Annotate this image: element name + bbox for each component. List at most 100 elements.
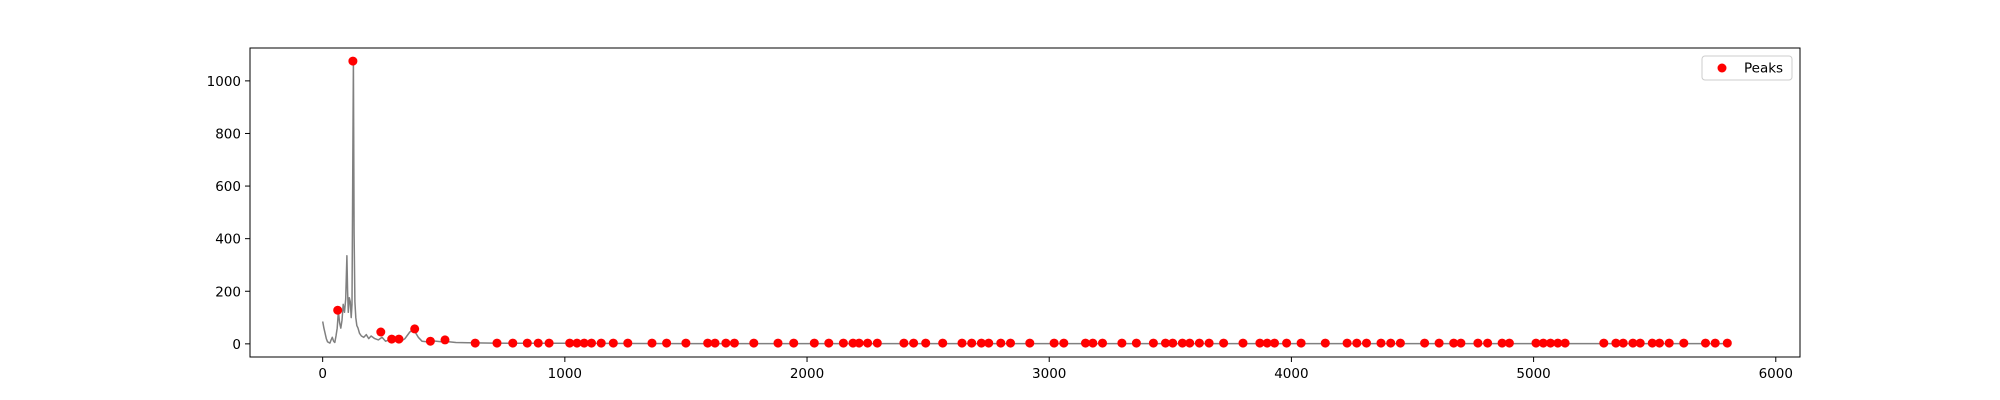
- x-tick-label: 5000: [1516, 366, 1550, 382]
- peak-point: [1611, 338, 1621, 348]
- peak-point: [387, 334, 397, 344]
- peak-point: [1352, 338, 1362, 348]
- peak-point: [749, 338, 759, 348]
- peak-point: [1185, 338, 1195, 348]
- y-tick-label: 0: [232, 337, 241, 353]
- peak-point: [854, 338, 864, 348]
- peak-point: [1628, 338, 1638, 348]
- peak-point: [909, 338, 919, 348]
- peak-point: [1262, 338, 1272, 348]
- axes-frame: [249, 47, 1801, 358]
- peak-point: [1386, 338, 1396, 348]
- peak-point: [824, 338, 834, 348]
- peak-point: [1219, 338, 1229, 348]
- peak-point: [1320, 338, 1330, 348]
- peak-point: [572, 338, 582, 348]
- peak-point: [348, 56, 358, 66]
- peak-point: [984, 338, 994, 348]
- x-tick-label: 0: [318, 366, 327, 382]
- peak-point: [1098, 338, 1107, 348]
- peak-point: [1434, 338, 1444, 348]
- peak-point: [425, 336, 435, 346]
- peak-point: [394, 334, 404, 344]
- peak-point: [1025, 338, 1035, 348]
- peak-point: [596, 338, 606, 348]
- peak-point: [1255, 338, 1265, 348]
- peak-point: [1679, 338, 1689, 348]
- peak-point: [1553, 338, 1563, 348]
- peak-point: [1088, 338, 1098, 348]
- peak-point: [957, 338, 967, 348]
- x-tick-label: 3000: [1032, 366, 1066, 382]
- peak-point: [1531, 338, 1541, 348]
- peak-point: [1395, 338, 1405, 348]
- peak-point: [729, 338, 739, 348]
- peak-point: [1538, 338, 1548, 348]
- y-axis: 0 200 400 600 800 1000: [207, 74, 250, 353]
- peak-point: [1117, 338, 1127, 348]
- peak-point: [470, 338, 480, 348]
- peak-point: [1546, 338, 1555, 348]
- x-axis: 0 1000 2000 3000 4000 5000 6000: [318, 357, 1793, 382]
- y-tick-label: 400: [215, 232, 241, 248]
- peak-point: [1635, 338, 1645, 348]
- peak-point: [1710, 338, 1720, 348]
- peak-point: [1131, 338, 1141, 348]
- peak-point: [1483, 338, 1493, 348]
- peak-point: [976, 338, 986, 348]
- peak-point: [938, 338, 948, 348]
- peak-point: [1161, 338, 1170, 348]
- peak-point: [1270, 338, 1279, 348]
- peak-point: [1168, 338, 1178, 348]
- peak-point: [1701, 338, 1710, 348]
- peak-point: [587, 338, 596, 348]
- peak-point: [1420, 338, 1430, 348]
- peak-point: [1049, 338, 1059, 348]
- peak-point: [921, 338, 931, 348]
- peak-point: [565, 338, 575, 348]
- peak-point: [809, 338, 819, 348]
- peak-point: [1342, 338, 1352, 348]
- legend-label-peaks: Peaks: [1744, 61, 1783, 77]
- x-tick-label: 2000: [790, 366, 824, 382]
- peak-point: [681, 338, 691, 348]
- peak-point: [1006, 338, 1015, 348]
- peak-point: [333, 305, 343, 315]
- peak-point: [1204, 338, 1214, 348]
- peak-point: [789, 338, 799, 348]
- y-tick-label: 600: [215, 179, 241, 195]
- peak-point: [703, 338, 713, 348]
- peak-point: [1722, 338, 1732, 348]
- peak-point: [1362, 338, 1371, 348]
- peak-point: [579, 338, 589, 348]
- peak-point: [1655, 338, 1664, 348]
- peak-point: [1376, 338, 1386, 348]
- peak-point: [410, 324, 420, 334]
- peak-point: [1296, 338, 1306, 348]
- x-tick-label: 1000: [548, 366, 582, 382]
- peak-point: [899, 338, 909, 348]
- signal-line: [321, 60, 1728, 345]
- peak-point: [1560, 338, 1570, 348]
- peak-point: [1059, 338, 1069, 348]
- x-tick-label: 4000: [1274, 366, 1308, 382]
- peak-point: [492, 338, 502, 348]
- peak-point: [647, 338, 657, 348]
- y-tick-label: 1000: [207, 74, 241, 90]
- peak-point: [1148, 338, 1158, 348]
- x-tick-label: 6000: [1759, 366, 1793, 382]
- peak-point: [872, 338, 882, 348]
- peak-point: [544, 338, 554, 348]
- peak-point: [1497, 338, 1507, 348]
- peak-point: [508, 338, 518, 348]
- peak-point: [996, 338, 1006, 348]
- peak-point: [1238, 338, 1248, 348]
- peak-point: [1599, 338, 1609, 348]
- peak-point: [838, 338, 848, 348]
- peak-point: [1664, 338, 1674, 348]
- peak-point: [1456, 338, 1466, 348]
- plot-area: [321, 56, 1732, 348]
- peak-point: [533, 338, 543, 348]
- peak-point: [721, 338, 731, 348]
